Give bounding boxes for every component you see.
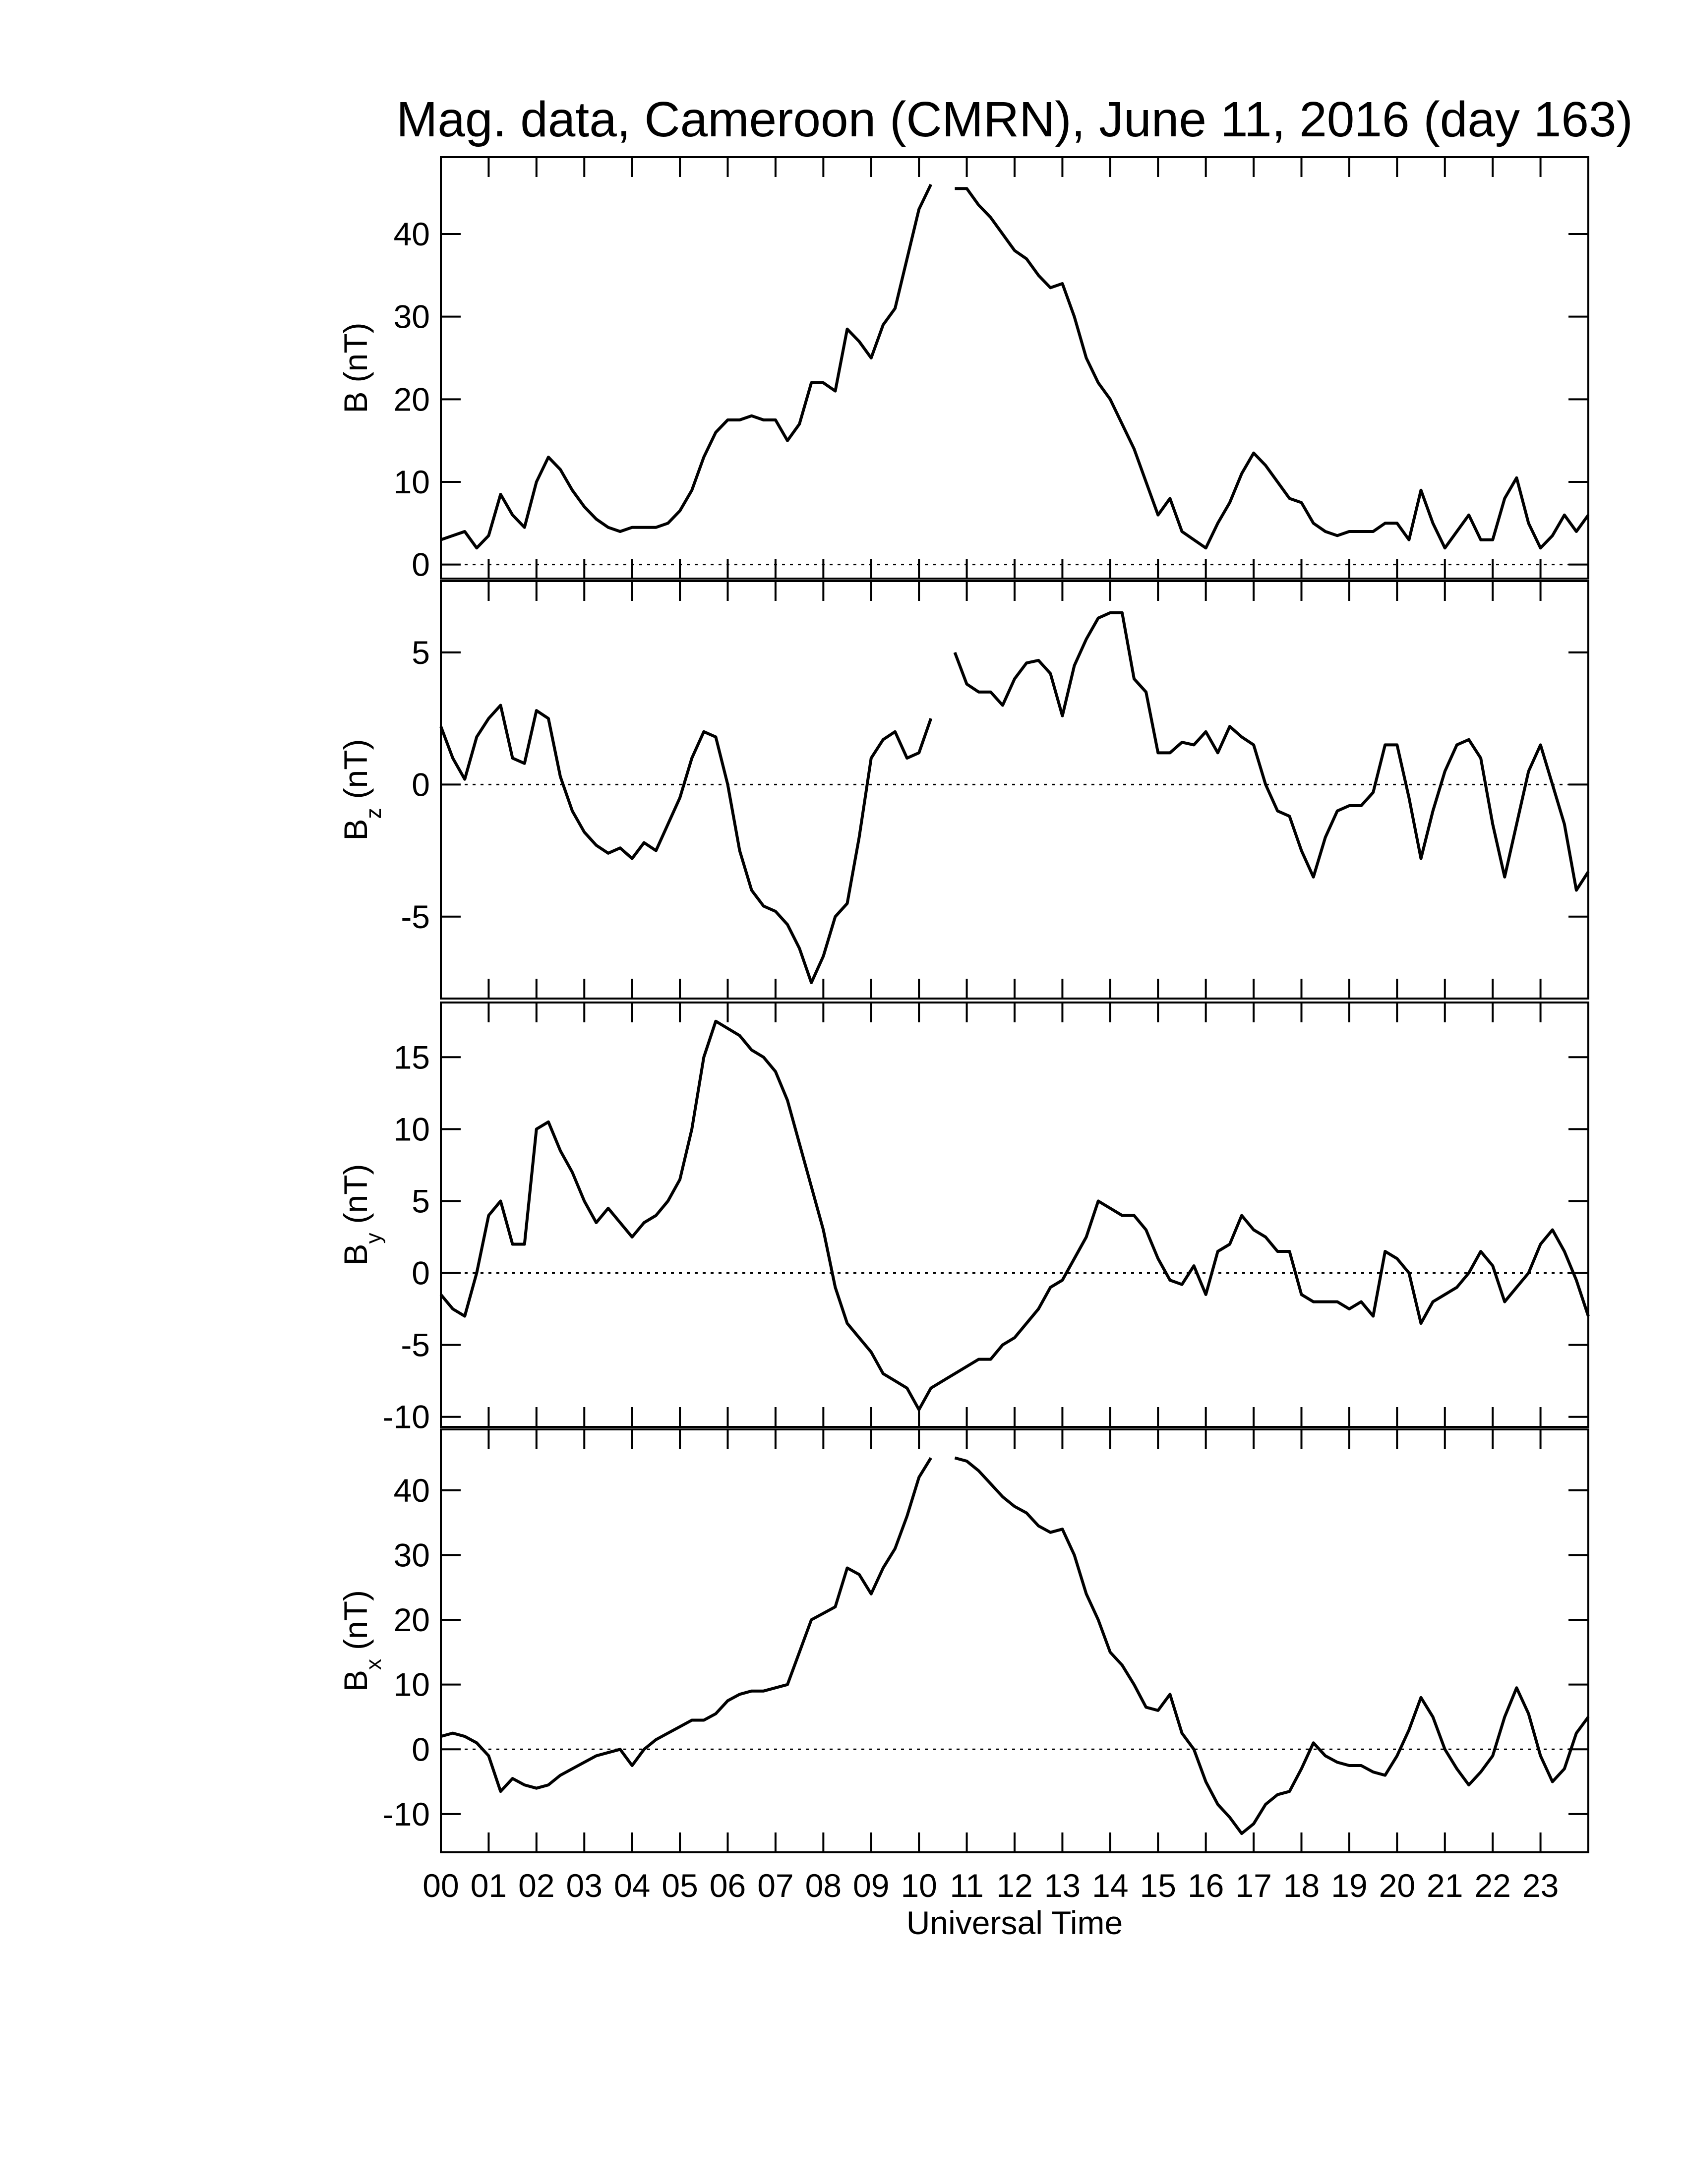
y-axis-label-unit: (nT): [337, 1164, 374, 1224]
x-tick-label: 06: [710, 1867, 746, 1904]
data-line: [440, 183, 1590, 550]
chart-title: Mag. data, Cameroon (CMRN), June 11, 201…: [396, 92, 1633, 147]
x-tick-label: 02: [518, 1867, 554, 1904]
data-line: [440, 1456, 1590, 1835]
y-tick-label: 20: [394, 1601, 430, 1638]
data-line: [439, 611, 1590, 984]
x-tick-label: 20: [1379, 1867, 1415, 1904]
x-tick-label: 05: [662, 1867, 698, 1904]
x-tick-label: 23: [1522, 1867, 1559, 1904]
data-line: [439, 1019, 1590, 1412]
x-tick-label: 11: [950, 1867, 984, 1904]
y-tick-label: -10: [383, 1796, 430, 1832]
y-tick-label: -10: [383, 1399, 430, 1435]
x-tick-label: 08: [805, 1867, 842, 1904]
y-tick-label: 0: [412, 766, 430, 803]
y-tick-label: 0: [412, 546, 430, 583]
y-tick-label: 0: [412, 1731, 430, 1768]
x-tick-label: 03: [566, 1867, 602, 1904]
y-axis-label-symbol: B: [337, 1670, 374, 1692]
y-axis-label-subscript: y: [361, 1233, 386, 1243]
y-tick-label: 40: [394, 216, 430, 252]
x-tick-label: 10: [901, 1867, 937, 1904]
x-tick-label: 18: [1283, 1867, 1320, 1904]
y-axis-label-symbol: B: [337, 391, 374, 413]
y-axis-label-symbol: B: [337, 1243, 374, 1265]
x-tick-label: 22: [1474, 1867, 1510, 1904]
y-axis-label: Bx (nT): [337, 1590, 386, 1692]
y-tick-label: 10: [394, 1666, 430, 1703]
x-tick-label: 12: [996, 1867, 1032, 1904]
y-tick-label: 40: [394, 1472, 430, 1509]
plot-frame: [440, 580, 1589, 1000]
y-tick-label: 15: [394, 1039, 430, 1075]
y-axis-label-subscript: z: [361, 808, 386, 819]
x-tick-label: 13: [1044, 1867, 1081, 1904]
x-tick-label: 17: [1235, 1867, 1271, 1904]
x-tick-label: 19: [1331, 1867, 1367, 1904]
y-tick-label: -5: [401, 1327, 430, 1363]
x-axis-label: Universal Time: [906, 1904, 1123, 1941]
y-tick-label: 30: [394, 1536, 430, 1573]
plot-frame: [440, 1428, 1589, 1853]
y-tick-label: 30: [394, 298, 430, 335]
x-tick-label: 14: [1092, 1867, 1128, 1904]
y-tick-label: 20: [394, 381, 430, 417]
x-tick-label: 09: [853, 1867, 889, 1904]
y-tick-label: 5: [412, 634, 430, 671]
y-tick-label: 10: [394, 464, 430, 500]
x-tick-label: 04: [614, 1867, 650, 1904]
y-axis-label: By (nT): [337, 1164, 386, 1265]
y-tick-label: 5: [412, 1182, 430, 1219]
y-axis-label-unit: (nT): [337, 739, 374, 799]
x-tick-label: 07: [757, 1867, 793, 1904]
y-axis-label-symbol: B: [337, 819, 374, 840]
x-tick-label: 15: [1140, 1867, 1176, 1904]
x-tick-label: 01: [471, 1867, 507, 1904]
y-axis-label: B (nT): [337, 322, 374, 413]
x-tick-label: 16: [1188, 1867, 1224, 1904]
y-tick-label: 0: [412, 1255, 430, 1292]
y-axis-label: Bz (nT): [337, 739, 386, 840]
x-tick-label: 00: [422, 1867, 459, 1904]
y-axis-label-unit: (nT): [337, 1590, 374, 1650]
y-tick-label: -5: [401, 898, 430, 935]
x-tick-label: 21: [1427, 1867, 1463, 1904]
y-tick-label: 10: [394, 1111, 430, 1147]
y-axis-label-unit: (nT): [337, 322, 374, 382]
y-axis-label-subscript: x: [361, 1659, 386, 1670]
